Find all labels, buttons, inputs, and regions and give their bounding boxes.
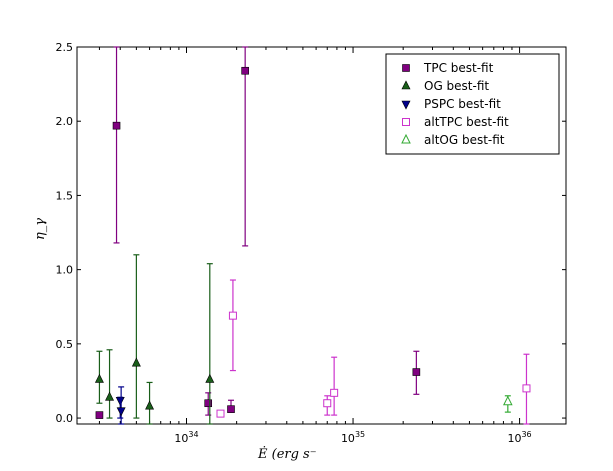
legend-label: TPC best-fit bbox=[423, 61, 494, 75]
data-point bbox=[503, 395, 513, 406]
series-tpc-best-fit bbox=[95, 46, 421, 419]
legend-label: altTPC best-fit bbox=[424, 115, 509, 129]
legend-label: OG best-fit bbox=[424, 79, 489, 93]
data-point bbox=[95, 411, 104, 419]
data-point bbox=[323, 399, 332, 408]
x-tick-label: 1035 bbox=[341, 430, 365, 445]
data-point bbox=[94, 373, 104, 383]
data-point bbox=[204, 399, 213, 408]
data-point bbox=[412, 368, 421, 376]
data-point bbox=[112, 121, 121, 130]
y-tick-label: 1.5 bbox=[56, 189, 74, 202]
y-axis: 0.0 0.5 1.0 1.5 2.0 2.5 bbox=[56, 41, 566, 425]
data-point bbox=[241, 66, 249, 75]
y-axis-label: η_γ bbox=[33, 218, 48, 240]
legend-marker bbox=[401, 100, 411, 110]
legend-box bbox=[385, 53, 560, 155]
y-tick-label: 1.0 bbox=[56, 264, 74, 277]
data-point bbox=[115, 396, 125, 406]
data-point bbox=[131, 357, 141, 367]
legend-marker bbox=[401, 133, 411, 144]
legend-marker bbox=[402, 64, 410, 72]
x-tick-label: 1036 bbox=[507, 430, 531, 445]
series-pspc-best-fit bbox=[115, 386, 126, 425]
data-point bbox=[330, 388, 339, 397]
plot-area-frame bbox=[76, 46, 567, 425]
y-tick-label: 0.0 bbox=[56, 412, 74, 425]
legend: TPC best-fit OG best-fit PSPC best-fit altT… bbox=[385, 53, 560, 155]
data-point bbox=[522, 384, 531, 393]
data-point bbox=[205, 373, 215, 383]
data-point bbox=[145, 400, 155, 410]
x-tick-label: 1034 bbox=[174, 430, 198, 445]
x-axis-label: Ė (erg s⁻ bbox=[257, 445, 317, 462]
data-layer bbox=[94, 46, 531, 425]
legend-label: altOG best-fit bbox=[424, 133, 505, 147]
y-tick-label: 2.5 bbox=[56, 41, 74, 54]
legend-marker bbox=[401, 80, 411, 90]
data-point bbox=[227, 405, 235, 413]
series-og-best-fit bbox=[94, 254, 215, 425]
data-point bbox=[105, 391, 115, 401]
data-point bbox=[116, 407, 126, 417]
series-alttpc-best-fit bbox=[216, 279, 531, 425]
data-point bbox=[228, 311, 237, 320]
series-altog-best-fit bbox=[503, 395, 513, 413]
legend-marker bbox=[402, 118, 410, 126]
y-tick-label: 0.5 bbox=[56, 338, 74, 351]
y-tick-label: 2.0 bbox=[56, 115, 74, 128]
legend-label: PSPC best-fit bbox=[424, 97, 501, 111]
data-point bbox=[216, 409, 225, 418]
x-axis: 1034 1035 1036 bbox=[98, 47, 532, 445]
